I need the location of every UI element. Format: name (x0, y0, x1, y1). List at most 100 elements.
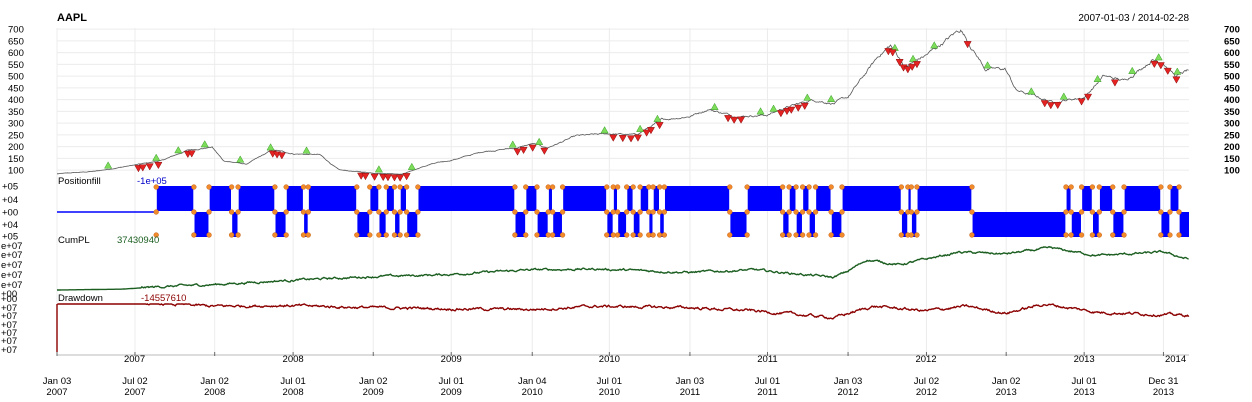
position-block-56 (1160, 212, 1170, 237)
position-trade-dot-44-2 (898, 232, 904, 238)
position-block-53 (1099, 186, 1113, 211)
price-ytick-right-2: 600 (1224, 48, 1240, 59)
drawdown-ytick-1: +07 (1, 303, 17, 314)
price-ytick-left-9: 250 (8, 130, 24, 141)
x-tick-label-3-date: Jul 01 (280, 376, 305, 387)
price-ytick-left-11: 150 (8, 154, 24, 165)
position-trade-dot-2-0 (191, 184, 197, 190)
x-year-label-2008: 2008 (283, 354, 304, 365)
position-trade-dot-51-2 (1078, 232, 1085, 238)
buy-marker-21 (930, 41, 939, 49)
price-ytick-left-4: 500 (8, 72, 24, 83)
position-trade-dot-43-2 (839, 232, 845, 238)
drawdown-panel-value: -14557610 (141, 293, 186, 304)
position-trade-dot-24-2 (604, 232, 610, 238)
position-trade-dot-11-1 (367, 209, 373, 215)
position-block-12 (378, 212, 387, 237)
position-trade-dot-33-1 (661, 209, 668, 215)
sell-marker-23 (626, 135, 636, 143)
position-trade-dot-27-1 (624, 209, 630, 215)
sell-marker-3 (154, 161, 163, 170)
sell-marker-34 (794, 104, 803, 112)
price-ytick-right-9: 250 (1224, 130, 1240, 141)
cumpl-ytick-1: e+07 (1, 250, 22, 261)
x-tick-label-13-year: 2013 (1074, 387, 1095, 398)
x-tick-label-14-date: Dec 31 (1148, 376, 1178, 387)
sell-marker-15 (396, 174, 405, 182)
x-tick-label-5-date: Jul 01 (439, 376, 464, 387)
sell-marker-24 (633, 134, 642, 142)
position-trade-dot-15-1 (397, 209, 403, 215)
position-trade-dot-48-0 (969, 184, 975, 190)
position-block-42 (831, 212, 842, 237)
x-tick-label-14-year: 2013 (1153, 387, 1174, 398)
price-ytick-right-8: 300 (1224, 119, 1240, 130)
x-tick-label-11-date: Jul 02 (914, 376, 939, 387)
buy-marker-3 (200, 140, 209, 148)
x-tick-label-3-year: 2008 (283, 387, 304, 398)
position-trade-dot-26-1 (614, 209, 621, 215)
position-trade-dot-19-0 (523, 184, 529, 190)
x-tick-label-4-year: 2009 (363, 387, 384, 398)
position-trade-dot-54-0 (1110, 184, 1116, 190)
sell-marker-46 (1053, 101, 1062, 110)
position-trade-dot-17-1 (415, 209, 421, 215)
position-trade-dot-48-1 (969, 209, 975, 215)
sell-marker-26 (646, 127, 655, 135)
price-ytick-left-3: 550 (8, 60, 24, 71)
position-ytick-1: +04 (2, 195, 18, 206)
position-block-22 (552, 212, 563, 237)
sell-marker-2 (145, 163, 154, 171)
position-trade-dot-40-1 (806, 209, 812, 215)
position-trade-dot-39-1 (799, 209, 806, 215)
position-trade-dot-6-2 (272, 232, 278, 238)
position-block-57 (1169, 186, 1180, 211)
x-tick-label-10-date: Jan 03 (834, 376, 863, 387)
position-trade-dot-42-0 (828, 184, 834, 190)
position-trade-dot-44-0 (898, 184, 904, 190)
buy-marker-13 (653, 114, 662, 122)
position-trade-dot-39-2 (799, 232, 806, 238)
x-tick-label-1-date: Jul 02 (122, 376, 147, 387)
position-trade-dot-56-0 (1158, 184, 1164, 190)
cumpl-panel-label: CumPL (58, 235, 90, 246)
position-trade-dot-37-1 (786, 209, 792, 215)
position-trade-dot-36-1 (779, 209, 786, 215)
position-trade-dot-43-0 (839, 184, 845, 190)
sell-marker-18 (519, 146, 528, 155)
sell-marker-33 (787, 106, 796, 114)
position-trade-dot-3-1 (206, 209, 212, 215)
price-ytick-right-0: 700 (1224, 25, 1240, 36)
position-block-20 (537, 212, 549, 237)
position-block-4 (231, 212, 239, 237)
position-trade-dot-57-2 (1167, 232, 1173, 238)
position-trade-dot-55-2 (1121, 232, 1127, 238)
position-block-44 (901, 212, 908, 237)
position-trade-dot-42-2 (828, 232, 834, 238)
position-trade-dot-23-1 (559, 209, 566, 215)
x-tick-label-6-year: 2010 (522, 387, 543, 398)
position-trade-dot-17-0 (415, 184, 421, 190)
position-block-50 (1071, 212, 1082, 237)
position-block-9 (308, 186, 357, 211)
position-trade-dot-6-1 (272, 209, 278, 215)
x-tick-label-12-date: Jan 02 (992, 376, 1021, 387)
x-tick-label-0-year: 2007 (46, 387, 67, 398)
sell-marker-11 (370, 173, 379, 181)
position-trade-dot-35-1 (744, 209, 750, 215)
sell-marker-19 (528, 144, 537, 152)
position-block-39 (802, 186, 810, 211)
position-ytick-2: +00 (2, 208, 18, 219)
position-trade-dot-10-2 (354, 232, 360, 238)
position-trade-dot-21-1 (545, 209, 551, 215)
position-trade-dot-27-0 (624, 184, 630, 190)
position-ytick-0: +05 (2, 182, 18, 193)
drawdown-panel-label: Drawdown (58, 293, 103, 304)
position-block-43 (841, 186, 902, 211)
position-trade-dot-15-2 (397, 232, 403, 238)
position-trade-dot-58-2 (1176, 232, 1182, 238)
position-trade-dot-34-1 (727, 209, 733, 215)
position-trade-dot-30-0 (646, 184, 652, 190)
buy-marker-20 (909, 54, 918, 62)
position-trade-dot-19-2 (523, 232, 529, 238)
